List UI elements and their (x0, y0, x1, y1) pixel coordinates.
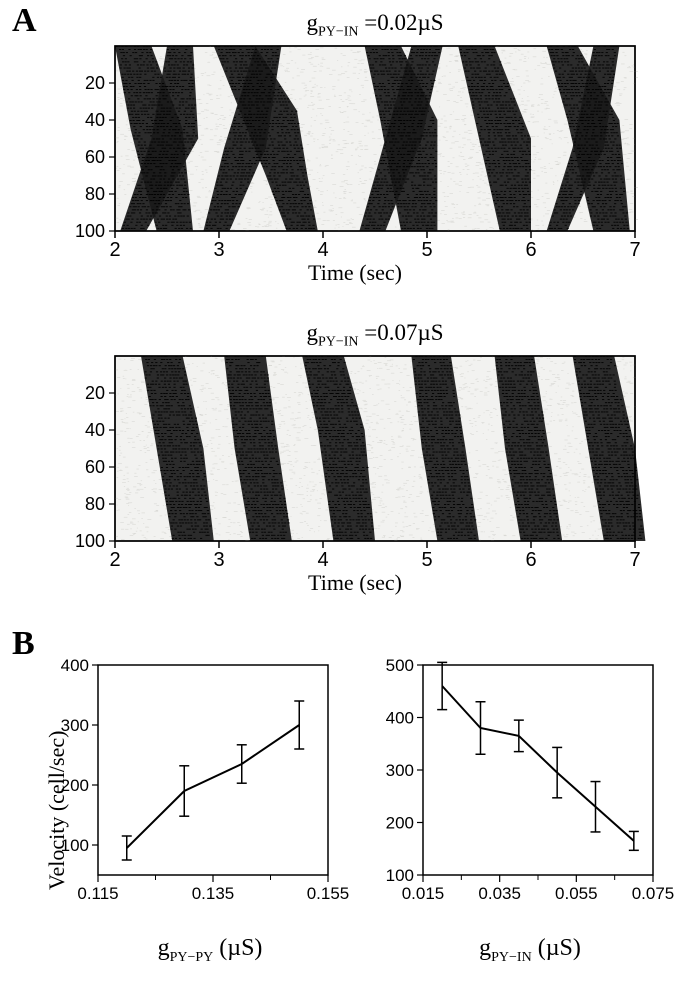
raster1-xlabel: Time (sec) (280, 260, 430, 286)
chart-b1-xlabel-suffix: (µS) (213, 935, 262, 961)
raster2-xlabel: Time (sec) (280, 570, 430, 596)
raster1-title-sub: PY−IN (318, 25, 359, 40)
raster2-title-sub: PY−IN (318, 335, 359, 350)
raster2-title-suffix: =0.07µS (359, 320, 444, 345)
chart-b1-ylabel: Velocity (cell/sec) (44, 731, 70, 890)
chart-b1-xlabel: gPY−PY (µS) (110, 935, 310, 966)
raster2-plot: 20406080100234567 (60, 350, 660, 605)
chart-b2-xlabel-suffix: (µS) (532, 935, 581, 961)
panel-b-label: B (12, 625, 35, 663)
raster2-title: gPY−IN =0.07µS (200, 320, 550, 351)
raster1-title-suffix: =0.02µS (359, 10, 444, 35)
chart-b1: 1002003004000.1150.1350.155 (40, 655, 360, 955)
panel-a-label: A (12, 2, 37, 40)
chart-b2-xlabel-prefix: g (479, 935, 491, 961)
raster1-title: gPY−IN =0.02µS (200, 10, 550, 41)
raster1-title-prefix: g (306, 10, 318, 35)
raster2-title-prefix: g (306, 320, 318, 345)
chart-b2-xlabel-sub: PY−IN (491, 950, 532, 965)
chart-b1-xlabel-sub: PY−PY (170, 950, 214, 965)
chart-b1-xlabel-prefix: g (158, 935, 170, 961)
chart-b2-xlabel: gPY−IN (µS) (430, 935, 630, 966)
raster1-plot: 20406080100234567 (60, 40, 660, 295)
chart-b2: 1002003004005000.0150.0350.0550.075 (365, 655, 682, 955)
